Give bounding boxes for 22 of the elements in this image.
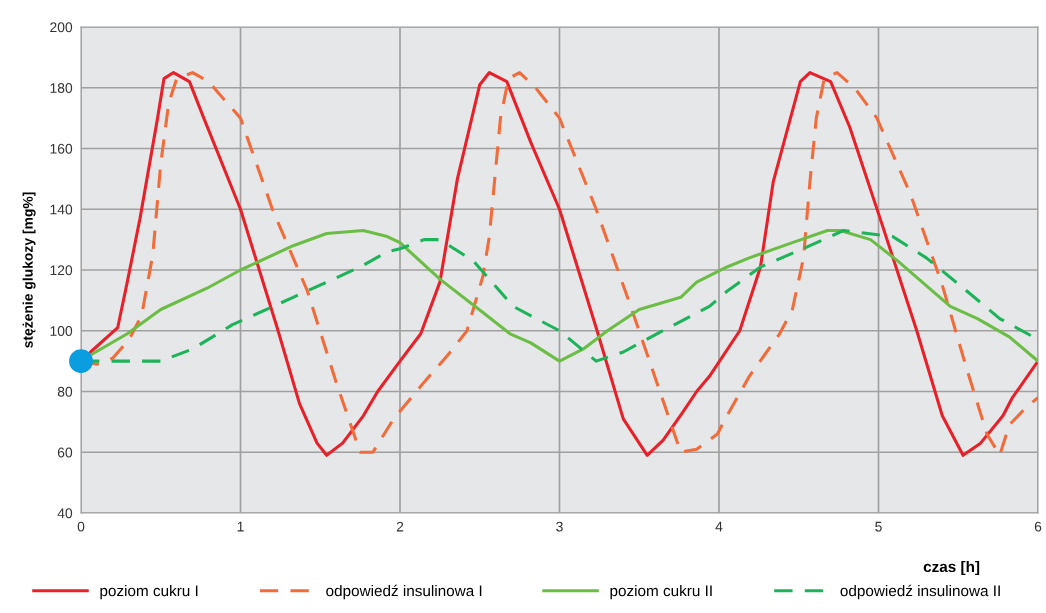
legend-label: poziom cukru I (100, 585, 198, 600)
x-axis-title: czas [h] (923, 560, 980, 576)
legend-label: poziom cukru II (610, 585, 712, 600)
y-tick-label: 160 (50, 143, 73, 154)
legend-label: odpowiedź insulinowa I (326, 584, 482, 600)
x-tick-label: 6 (1034, 521, 1042, 532)
x-tick-label: 4 (715, 521, 723, 532)
y-tick-label: 80 (57, 386, 73, 397)
x-tick-label: 2 (396, 521, 404, 532)
y-tick-label: 140 (50, 204, 73, 215)
y-tick-label: 120 (50, 265, 73, 276)
y-tick-label: 40 (57, 508, 73, 519)
y-axis-title: stężenie glukozy [mg%] (22, 192, 36, 348)
x-tick-label: 0 (77, 521, 85, 532)
y-tick-label: 180 (50, 83, 73, 93)
y-tick-label: 60 (57, 447, 73, 458)
y-tick-label: 200 (50, 22, 73, 33)
y-tick-label: 100 (50, 326, 73, 336)
x-tick-label: 5 (875, 521, 882, 532)
x-tick-label: 1 (237, 521, 244, 532)
legend-label: odpowiedź insulinowa II (840, 584, 1000, 600)
x-tick-label: 3 (556, 521, 563, 532)
